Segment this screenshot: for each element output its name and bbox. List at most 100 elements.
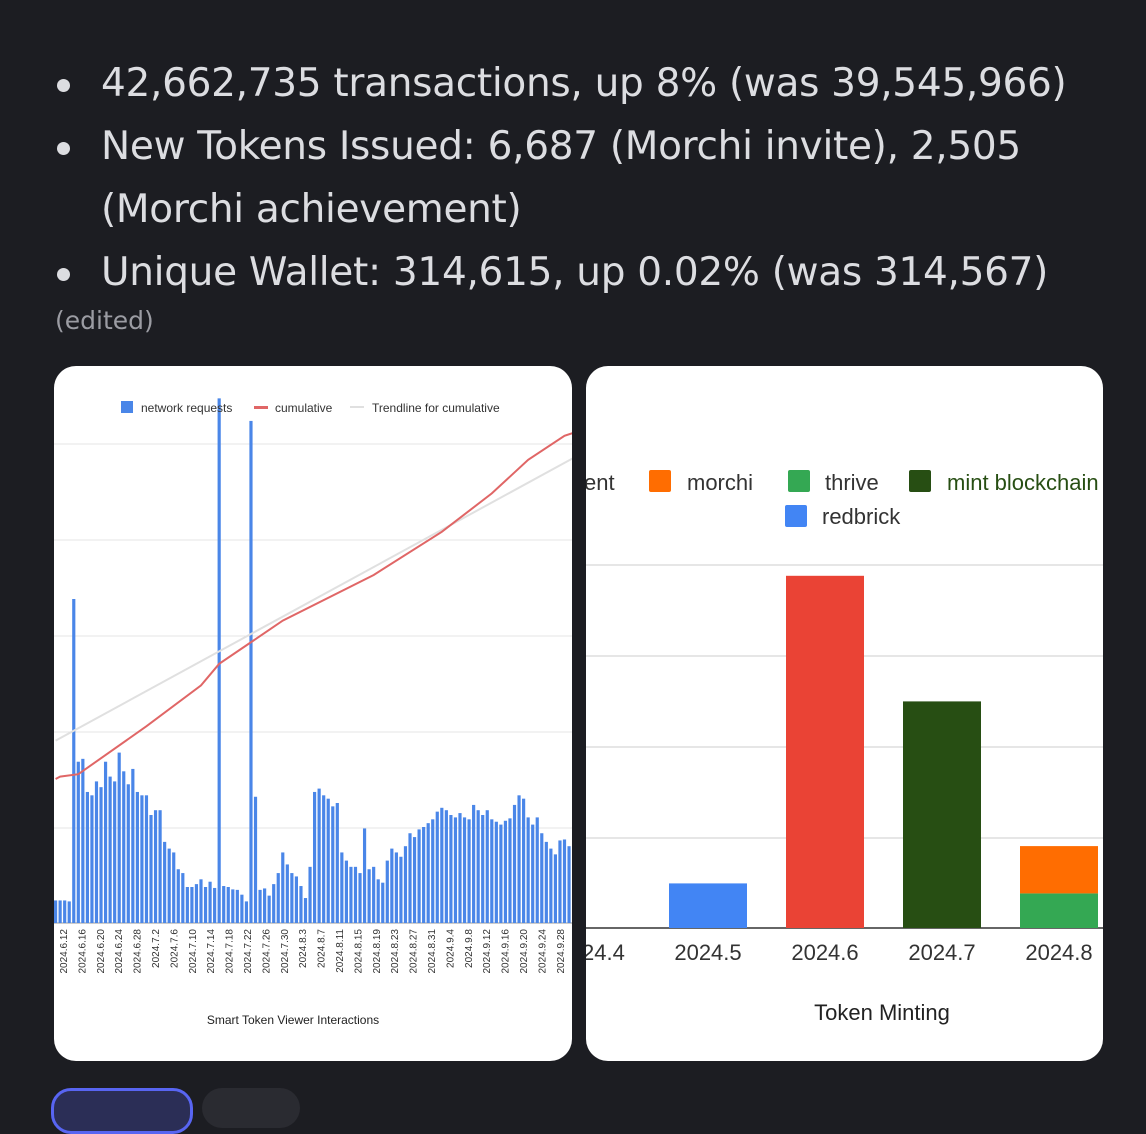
chart-title: Smart Token Viewer Interactions: [207, 1013, 379, 1027]
bar-network-requests: [381, 882, 385, 923]
bar-network-requests: [103, 761, 108, 923]
bar-mint-blockchain: [903, 701, 981, 928]
x-tick-label: 2024.9.4: [445, 929, 456, 968]
x-tick-label: 2024.6.28: [133, 929, 144, 974]
bar-network-requests: [540, 833, 544, 923]
bar-network-requests: [390, 848, 394, 923]
bar-network-requests: [472, 804, 476, 923]
x-tick-label: 2024.8.31: [427, 929, 438, 974]
trendline-cumulative: [55, 457, 572, 742]
x-tick-label: 2024.7.18: [225, 929, 236, 974]
bar-network-requests: [122, 771, 126, 923]
bar-network-requests: [435, 811, 439, 923]
bar-thrive: [1020, 893, 1098, 928]
bar-network-requests: [258, 889, 262, 923]
bar-network-requests: [253, 796, 258, 923]
bar-network-requests: [458, 813, 462, 923]
bar-network-requests: [126, 784, 130, 923]
reaction-button-selected[interactable]: [51, 1088, 193, 1134]
bar-network-requests: [426, 823, 430, 923]
x-tick-label: 2024.6: [791, 940, 858, 965]
chart-card-viewer-interactions[interactable]: 2024.6.12 2024.6.16 2024.6.20 2024.6.24 2024…: [54, 366, 572, 1061]
bar-network-requests: [117, 752, 121, 923]
legend-network-requests-label: network requests: [141, 401, 232, 415]
bar-network-requests: [108, 776, 112, 923]
bar-network-requests: [508, 818, 512, 923]
bar-network-requests: [185, 887, 189, 923]
bar-network-requests: [176, 869, 180, 923]
bar-network-requests: [281, 852, 285, 923]
bar-network-requests: [340, 852, 344, 923]
bar-network-requests: [94, 781, 99, 923]
bar-network-requests: [67, 901, 71, 923]
bar-network-requests: [217, 398, 221, 923]
bar-network-requests: [372, 866, 376, 923]
x-tick-label: 2024.8.3: [298, 929, 309, 968]
bar-network-requests: [76, 761, 80, 923]
chart-card-token-minting[interactable]: 24.4 2024.5 2024.6 2024.7 2024.8 ent morchi …: [586, 366, 1103, 1061]
bar-network-requests: [467, 819, 471, 923]
legend-trendline-label: Trendline for cumulative: [372, 401, 500, 415]
bar-network-requests: [549, 848, 553, 923]
bar-network-requests: [285, 864, 289, 923]
x-tick-label: 2024.6.12: [59, 929, 70, 974]
bar-network-requests: [144, 795, 149, 923]
bullet-new-tokens: New Tokens Issued: 6,687 (Morchi invite)…: [55, 115, 1125, 241]
bar-network-requests: [362, 828, 367, 923]
legend-trendline-swatch: [350, 406, 364, 408]
bar-network-requests: [531, 824, 535, 923]
bar-network-requests: [194, 884, 199, 923]
legend-thrive-swatch: [788, 470, 810, 492]
bar-network-requests: [444, 810, 448, 923]
x-tick-label: 2024.7.26: [261, 929, 272, 974]
bar-network-requests: [58, 900, 62, 923]
bar-network-requests: [231, 889, 235, 923]
bar-network-requests: [499, 824, 503, 923]
x-tick-label: 2024.7: [908, 940, 975, 965]
bullet-unique-wallet: Unique Wallet: 314,615, up 0.02% (was 31…: [55, 241, 1125, 304]
x-tick-label: 2024.9.16: [501, 929, 512, 974]
x-tick-label: 2024.7.30: [280, 929, 291, 974]
x-tick-label: 2024.8.19: [372, 929, 383, 974]
bar-network-requests: [453, 817, 458, 923]
bar-network-requests: [72, 599, 76, 923]
bar-morchi: [1020, 846, 1098, 894]
bullet-text: 42,662,735 transactions, up 8% (was 39,5…: [101, 61, 1067, 106]
x-tick-label: 2024.6.16: [77, 929, 88, 974]
bar-network-requests: [208, 881, 212, 923]
bar-network-requests: [376, 879, 380, 923]
bar-network-requests: [562, 839, 567, 923]
bar-network-requests: [353, 866, 358, 923]
bullet-transactions: 42,662,735 transactions, up 8% (was 39,5…: [55, 52, 1125, 115]
bar-red: [786, 575, 864, 928]
bar-network-requests: [272, 884, 276, 923]
x-tick-label: 2024.9.24: [537, 929, 548, 974]
bar-network-requests: [403, 846, 408, 923]
bar-network-requests: [190, 887, 194, 923]
bar-network-requests: [290, 873, 294, 923]
x-tick-label: 2024.7.14: [206, 929, 217, 974]
x-tick-label: 2024.8.11: [335, 929, 346, 973]
x-tick-label: 24.4: [586, 940, 625, 965]
x-tick-label: 2024.8.7: [317, 929, 328, 968]
chart-legend: ent morchi thrive mint blockchain redbri…: [586, 470, 1099, 529]
bar-network-requests: [490, 819, 494, 923]
bar-network-requests: [512, 804, 517, 923]
bar-network-requests: [149, 815, 153, 923]
bar-network-requests: [276, 873, 280, 923]
bar-network-requests: [249, 420, 253, 923]
bar-network-requests: [462, 817, 467, 923]
legend-redbrick-swatch: [785, 505, 807, 527]
x-tick-label: 2024.7.2: [151, 929, 162, 968]
bar-network-requests: [535, 817, 539, 923]
x-tick-label: 2024.6.24: [114, 929, 125, 974]
bar-network-requests: [99, 787, 103, 923]
x-tick-label: 2024.7.22: [243, 929, 254, 974]
bar-network-requests: [140, 795, 144, 923]
bar-network-requests: [558, 840, 562, 923]
bar-network-requests: [135, 791, 139, 923]
x-tick-label: 2024.8.23: [390, 929, 401, 974]
bar-network-requests: [503, 820, 508, 923]
reaction-button[interactable]: [202, 1088, 300, 1128]
legend-network-requests-swatch: [121, 401, 133, 413]
